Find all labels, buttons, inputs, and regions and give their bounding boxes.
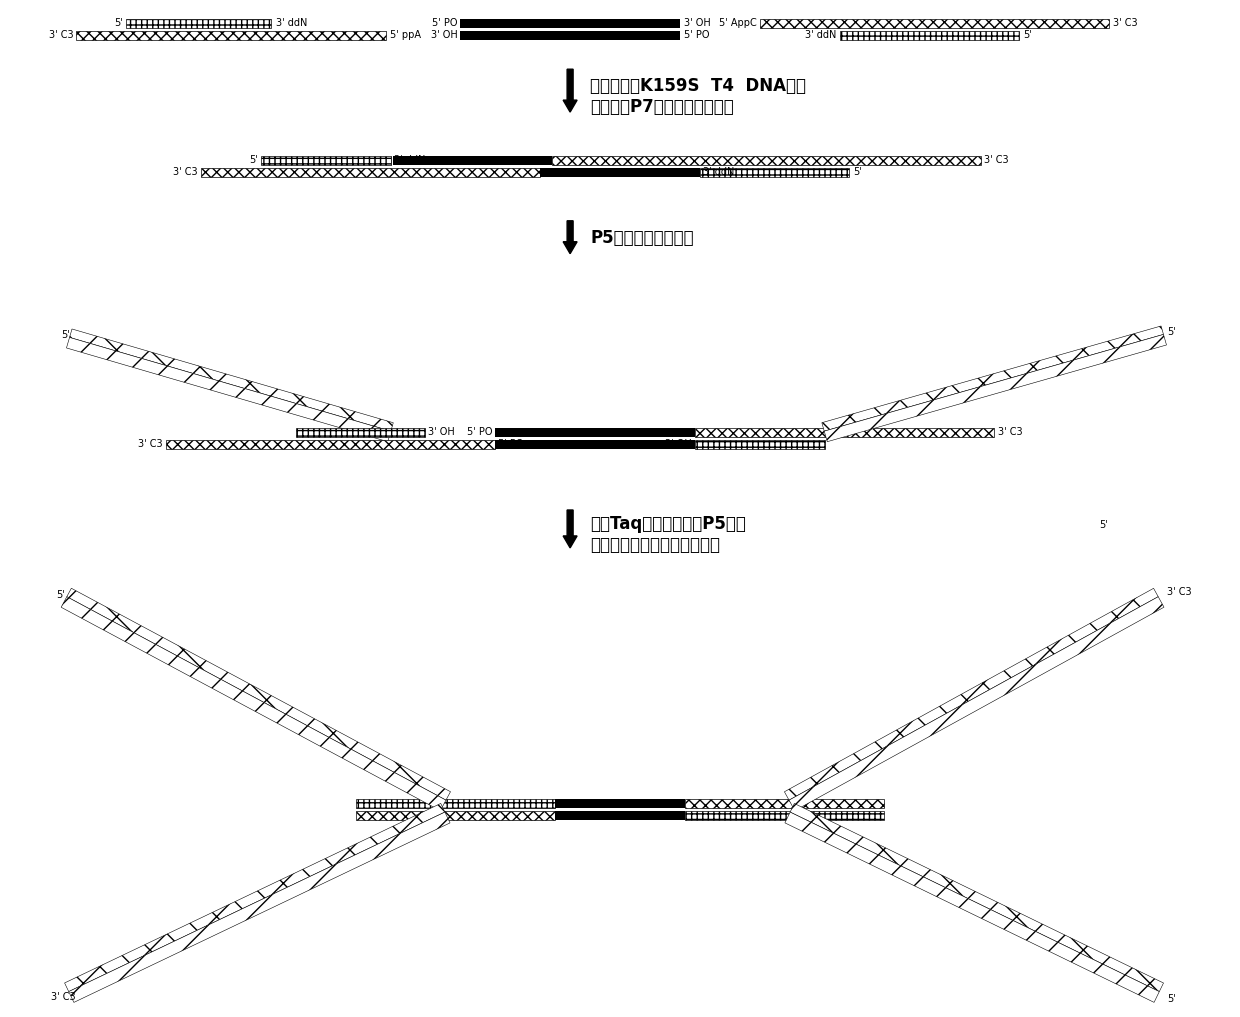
Bar (76, 32, 386, 41)
Text: 5' PO: 5' PO (466, 427, 492, 437)
Bar (556, 799, 684, 809)
Polygon shape (785, 813, 1159, 1003)
Bar (699, 168, 849, 177)
Bar (126, 19, 270, 28)
Bar (166, 440, 495, 450)
Text: 5': 5' (1099, 520, 1107, 530)
Text: 5': 5' (249, 155, 258, 165)
Text: 3' C3: 3' C3 (174, 167, 198, 177)
Bar (556, 812, 684, 820)
Text: 5' AppC: 5' AppC (719, 18, 756, 28)
Text: 5': 5' (61, 331, 69, 341)
Bar (541, 168, 699, 177)
Bar (495, 440, 694, 450)
Text: 5' ppA: 5' ppA (389, 31, 420, 41)
Text: 5': 5' (853, 167, 862, 177)
Text: 3' C3: 3' C3 (51, 992, 76, 1002)
Text: 5' PO: 5' PO (432, 18, 458, 28)
Text: 3' ddN: 3' ddN (805, 31, 837, 41)
Polygon shape (67, 338, 391, 441)
Polygon shape (68, 813, 450, 1003)
Polygon shape (789, 597, 1164, 811)
Bar (295, 428, 425, 437)
Text: 3' C3: 3' C3 (139, 439, 162, 450)
Bar (839, 32, 1019, 41)
Text: 3' C3: 3' C3 (1112, 18, 1137, 28)
Bar (460, 32, 680, 41)
Bar (356, 799, 556, 809)
Text: 3' C3: 3' C3 (985, 155, 1009, 165)
Text: 5': 5' (114, 18, 123, 28)
Text: 3' ddN: 3' ddN (703, 167, 734, 177)
Polygon shape (61, 597, 446, 811)
Text: 5': 5' (1023, 31, 1032, 41)
Polygon shape (785, 588, 1158, 800)
Text: 3' C3: 3' C3 (998, 427, 1023, 437)
Text: 5': 5' (1167, 327, 1176, 338)
Text: 3' ddN: 3' ddN (393, 155, 425, 165)
Polygon shape (69, 328, 393, 431)
Text: 利用Taq连接酔进行的P5接头
的夹板连接产生最终文库产物: 利用Taq连接酔进行的P5接头 的夹板连接产生最终文库产物 (590, 515, 746, 554)
Text: P5接头的引入和退火: P5接头的引入和退火 (590, 229, 693, 247)
Polygon shape (822, 326, 1163, 431)
Bar (694, 428, 994, 437)
FancyArrow shape (563, 69, 577, 112)
Text: 3' OH: 3' OH (429, 427, 455, 437)
Text: 利用突变体K159S  T4  DNA连接
酶进行的P7接头的平末端连接: 利用突变体K159S T4 DNA连接 酶进行的P7接头的平末端连接 (590, 77, 806, 116)
Bar (495, 428, 694, 437)
Polygon shape (825, 335, 1167, 441)
FancyArrow shape (563, 510, 577, 548)
Text: 3' OH: 3' OH (683, 18, 711, 28)
Bar (460, 19, 680, 28)
Bar (684, 812, 884, 820)
Text: 3' C3: 3' C3 (48, 31, 73, 41)
Text: 5' PO: 5' PO (498, 439, 523, 450)
Bar (694, 440, 825, 450)
Bar (552, 156, 981, 165)
Bar (260, 156, 391, 165)
Polygon shape (790, 803, 1163, 992)
Bar (684, 799, 884, 809)
Text: 5': 5' (1167, 994, 1176, 1004)
Bar (393, 156, 552, 165)
FancyArrow shape (563, 221, 577, 253)
Text: 5': 5' (56, 590, 64, 600)
Text: 3' OH: 3' OH (430, 31, 458, 41)
Bar (356, 812, 556, 820)
Text: 3' OH: 3' OH (665, 439, 692, 450)
Text: 3' ddN: 3' ddN (275, 18, 308, 28)
Bar (760, 19, 1109, 28)
Polygon shape (67, 588, 450, 800)
Text: 3' C3: 3' C3 (1167, 587, 1192, 597)
Polygon shape (64, 803, 445, 992)
Text: 5' PO: 5' PO (683, 31, 709, 41)
Bar (201, 168, 541, 177)
